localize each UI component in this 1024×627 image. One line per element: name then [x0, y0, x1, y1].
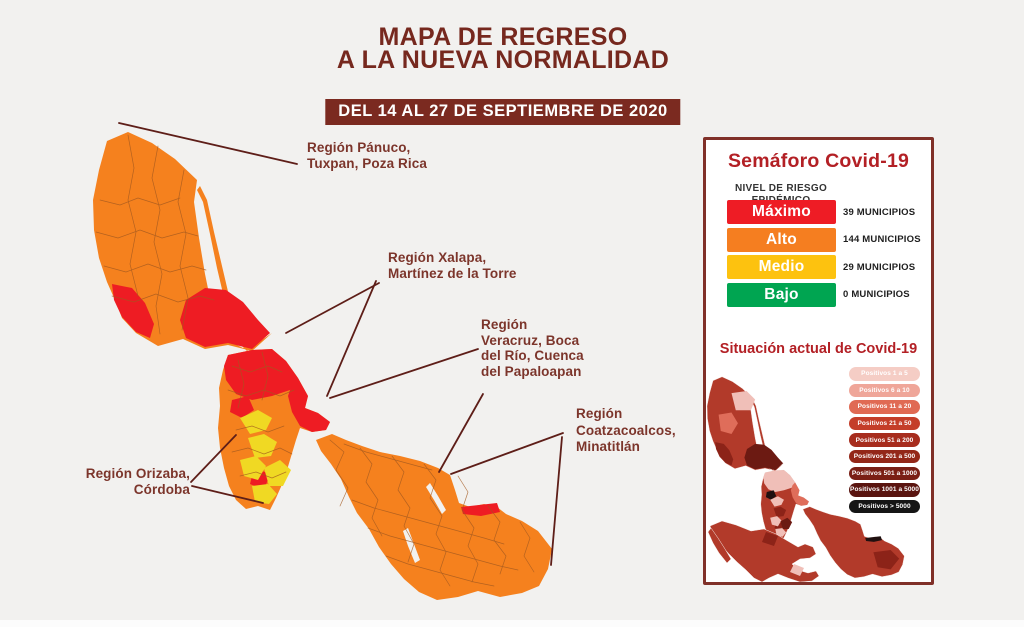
connector-line-orizaba-a	[190, 434, 237, 483]
region-label-line: Veracruz, Boca	[481, 332, 580, 348]
region-label-xalapa: Región Xalapa, Martínez de la Torre	[388, 250, 517, 282]
risk-level-bar-bajo: Bajo	[727, 282, 836, 307]
positivos-pill: Positivos 1001 a 5000	[849, 483, 920, 497]
page-title-line2: A LA NUEVA NORMALIDAD	[336, 46, 670, 74]
region-label-line: Región Pánuco,	[307, 140, 411, 155]
region-label-line: del Papaloapan	[481, 363, 582, 379]
region-label-line: del Río, Cuenca	[481, 348, 584, 363]
risk-level-label: Bajo	[764, 285, 799, 303]
positivos-pill: Positivos 1 a 5	[849, 367, 920, 381]
panel-title: Semáforo Covid-19	[727, 150, 910, 172]
risk-level-bar-medio: Medio	[727, 255, 836, 280]
mexico-map	[707, 520, 820, 582]
region-label-line: Minatitlán	[576, 439, 640, 454]
positivos-pill: Positivos 201 a 500	[849, 449, 920, 464]
connector-line-coatza-b	[550, 436, 563, 566]
risk-level-label: Medio	[758, 258, 805, 276]
connector-line-orizaba-b	[191, 485, 264, 504]
region-label-line: Región	[481, 317, 528, 332]
subtitle-line: NIVEL DE RIESGO	[734, 183, 828, 194]
red-zone-patch	[180, 288, 270, 349]
connector-line-panuco	[118, 122, 298, 165]
region-label-line: Córdoba	[133, 482, 190, 497]
positivos-pill: Positivos 6 a 10	[849, 383, 920, 398]
connector-line-xalapa-a	[285, 282, 380, 334]
region-label-line: Región	[576, 406, 623, 421]
page-title-line1: MAPA DE REGRESO	[378, 23, 628, 51]
region-label-line: Región Xalapa,	[388, 250, 487, 265]
risk-level-row: Máximo 39 MUNICIPIOS	[727, 200, 921, 224]
header: MAPA DE REGRESO A LA NUEVA NORMALIDAD DE…	[325, 23, 681, 125]
region-label-coatzacoalcos: Región Coatzacoalcos, Minatitlán	[576, 406, 676, 456]
positivos-pill: Positivos 21 a 50	[849, 416, 920, 431]
risk-level-legend: Máximo 39 MUNICIPIOS Alto 144 MUNICIPIOS…	[727, 200, 921, 310]
region-label-line: Región Orizaba,	[85, 466, 190, 481]
risk-level-count: 39 MUNICIPIOS	[843, 206, 916, 218]
mini-maps	[706, 376, 905, 582]
semaforo-panel: Semáforo Covid-19 NIVEL DE RIESGO EPIDÉM…	[703, 137, 934, 585]
risk-level-row: Alto 144 MUNICIPIOS	[727, 227, 921, 252]
risk-level-bar-maximo: Máximo	[727, 200, 836, 224]
situacion-title: Situación actual de Covid-19	[719, 341, 918, 357]
region-label-line: Martínez de la Torre	[388, 266, 517, 281]
positivos-pill: Positivos 501 a 1000	[849, 466, 920, 481]
risk-level-count: 0 MUNICIPIOS	[843, 289, 910, 301]
positivos-pill: Positivos 11 a 20	[849, 400, 920, 414]
region-label-veracruz: Región Veracruz, Boca del Río, Cuenca de…	[481, 317, 584, 379]
positivos-pill: Positivos 51 a 200	[849, 433, 920, 447]
risk-level-row: Bajo 0 MUNICIPIOS	[727, 282, 921, 307]
label-connector-lines	[118, 122, 564, 566]
south-lobe	[316, 434, 552, 600]
risk-level-label: Máximo	[752, 203, 811, 220]
risk-level-bar-alto: Alto	[727, 227, 836, 252]
risk-level-row: Medio 29 MUNICIPIOS	[727, 255, 921, 280]
region-label-panuco: Región Pánuco, Tuxpan, Poza Rica	[307, 140, 427, 172]
region-label-orizaba: Región Orizaba, Córdoba	[58, 466, 190, 498]
risk-level-count: 144 MUNICIPIOS	[843, 234, 921, 246]
region-label-line: Coatzacoalcos,	[576, 422, 676, 438]
connector-line-xalapa-b	[326, 280, 377, 397]
positivos-pill: Positivos > 5000	[849, 499, 920, 514]
risk-level-label: Alto	[766, 230, 797, 248]
connector-line-veracruz-a	[329, 348, 479, 399]
date-banner: DEL 14 AL 27 DE SEPTIEMBRE DE 2020	[325, 99, 681, 125]
risk-level-count: 29 MUNICIPIOS	[843, 261, 916, 273]
connector-line-coatza-a	[450, 432, 564, 475]
bottom-strip	[0, 620, 1024, 627]
region-label-line: Tuxpan, Poza Rica	[307, 156, 427, 171]
connector-line-veracruz-b	[438, 393, 484, 473]
positivos-scale-legend: Positivos 1 a 5 Positivos 6 a 10 Positiv…	[849, 367, 920, 516]
